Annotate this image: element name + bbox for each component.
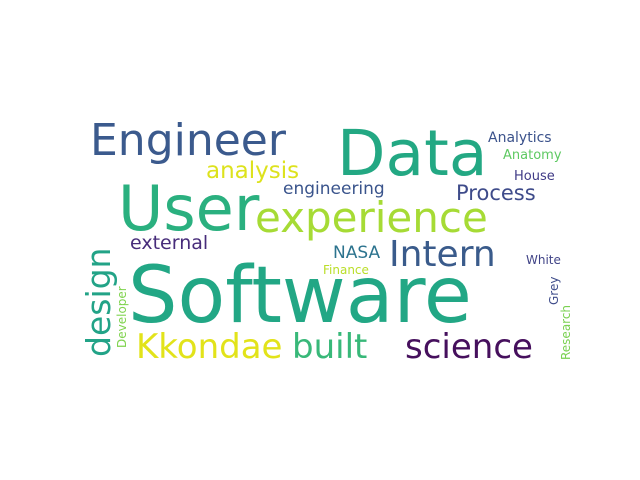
- word-process: Process: [456, 181, 536, 205]
- word-experience: experience: [255, 193, 488, 242]
- cloud-background: [80, 120, 560, 360]
- word-user: User: [118, 172, 260, 245]
- word-grey: Grey: [547, 277, 561, 305]
- word-external: external: [130, 232, 208, 254]
- word-house: House: [514, 169, 555, 184]
- word-analysis: analysis: [206, 158, 299, 184]
- word-finance: Finance: [323, 263, 369, 277]
- word-engineering: engineering: [283, 179, 385, 199]
- word-design: design: [79, 248, 118, 357]
- word-engineer: Engineer: [90, 115, 287, 166]
- word-science: science: [405, 327, 533, 367]
- word-data: Data: [337, 117, 487, 190]
- word-white: White: [526, 253, 561, 267]
- word-analytics: Analytics: [488, 130, 552, 146]
- word-kkondae: Kkondae: [136, 327, 282, 367]
- word-research: Research: [559, 305, 573, 360]
- word-built: built: [292, 327, 367, 367]
- word-developer: Developer: [115, 286, 129, 348]
- word-intern: Intern: [389, 234, 496, 275]
- word-anatomy: Anatomy: [503, 148, 562, 163]
- word-nasa: NASA: [333, 243, 380, 263]
- word-software: Software: [128, 251, 472, 341]
